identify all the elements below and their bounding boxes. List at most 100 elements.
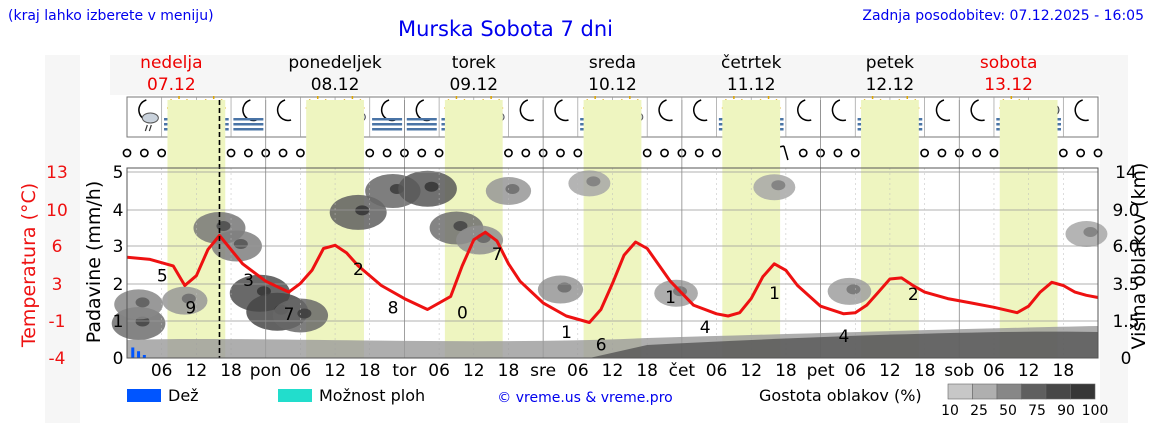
x-tick-label: 06 bbox=[428, 361, 450, 381]
fog-line bbox=[372, 118, 403, 121]
moon-icon bbox=[554, 99, 569, 122]
calm-marker bbox=[157, 148, 167, 158]
day-name: sobota bbox=[980, 53, 1038, 73]
credit: © vreme.us & vreme.pro bbox=[497, 390, 672, 406]
temp-value-label: 0 bbox=[457, 303, 468, 323]
rain-bars bbox=[131, 347, 146, 358]
x-tick-label: 18 bbox=[636, 361, 658, 381]
rain-drop bbox=[144, 124, 148, 132]
x-tick-label: tor bbox=[392, 361, 416, 381]
temp-tick: -1 bbox=[49, 312, 66, 332]
x-tick-label: 12 bbox=[1018, 361, 1040, 381]
cloud-core bbox=[233, 239, 248, 249]
temp-value-label: 5 bbox=[157, 266, 168, 286]
cloud-height-tick: 14 bbox=[1115, 163, 1137, 183]
x-tick-label: 06 bbox=[567, 361, 589, 381]
left-axis-panel bbox=[45, 55, 80, 423]
density-swatch bbox=[947, 383, 973, 400]
cloud-height-tick: 0 bbox=[1121, 349, 1132, 369]
temp-tick: 10 bbox=[46, 201, 68, 221]
moon-fog-icon bbox=[372, 99, 403, 131]
rain-swatch bbox=[127, 389, 161, 402]
x-tick-label: 12 bbox=[740, 361, 762, 381]
temp-value-label: 9 bbox=[185, 299, 196, 319]
fog-line bbox=[406, 118, 437, 121]
day-name: sreda bbox=[589, 53, 636, 73]
rain-drop bbox=[148, 124, 152, 132]
temp-value-label: 1 bbox=[665, 288, 676, 308]
calm-marker bbox=[798, 148, 808, 158]
x-tick-label: 18 bbox=[775, 361, 797, 381]
temp-value-label: 4 bbox=[700, 318, 711, 338]
calm-marker bbox=[365, 148, 375, 158]
x-tick-label: 12 bbox=[324, 361, 346, 381]
fog-line bbox=[406, 128, 437, 131]
rain-bar bbox=[142, 354, 146, 358]
rain-legend-label: Dež bbox=[168, 386, 199, 405]
cloud-core bbox=[181, 293, 196, 304]
calm-marker bbox=[833, 148, 843, 158]
x-tick-label: 18 bbox=[914, 361, 936, 381]
x-tick-label: sob bbox=[944, 361, 974, 381]
moon-shape bbox=[797, 99, 812, 122]
cloud-core bbox=[424, 181, 439, 192]
x-tick-label: 12 bbox=[186, 361, 208, 381]
plot-frame bbox=[126, 167, 1099, 359]
moon-icon bbox=[797, 99, 812, 122]
cloud-core bbox=[505, 184, 520, 194]
cloud-core bbox=[297, 308, 312, 319]
density-value: 100 bbox=[1082, 403, 1109, 419]
calm-marker bbox=[521, 148, 531, 158]
calm-marker bbox=[694, 148, 704, 158]
density-swatch bbox=[1070, 383, 1096, 400]
calm-marker bbox=[122, 148, 132, 158]
precip-tick: 0 bbox=[113, 349, 124, 369]
grid-lines bbox=[127, 100, 1098, 358]
day-name: ponedeljek bbox=[288, 53, 382, 73]
calm-marker bbox=[504, 148, 513, 158]
calm-marker bbox=[937, 148, 947, 158]
calm-marker bbox=[243, 148, 253, 158]
fog-line bbox=[233, 128, 264, 131]
temp-value-label: 2 bbox=[353, 260, 364, 280]
fog-line bbox=[233, 123, 264, 126]
moon-icon bbox=[970, 99, 985, 122]
day-name: petek bbox=[866, 53, 914, 73]
precip-tick: 3 bbox=[113, 237, 124, 257]
cloud-core bbox=[216, 221, 231, 231]
page-title: Murska Sobota 7 dni bbox=[398, 17, 613, 41]
temp-value-label: 7 bbox=[492, 245, 503, 265]
calm-marker bbox=[417, 148, 427, 158]
temp-tick: -4 bbox=[49, 349, 66, 369]
legend: Dež Možnost ploh © vreme.us & vreme.pro Gos… bbox=[127, 383, 1109, 419]
fog-line bbox=[233, 118, 264, 121]
calm-marker bbox=[382, 148, 392, 158]
calm-marker bbox=[573, 148, 583, 158]
rain-bar bbox=[137, 351, 141, 358]
day-date: 13.12 bbox=[984, 75, 1033, 95]
calm-marker bbox=[920, 148, 930, 158]
storm-swatch bbox=[278, 389, 312, 402]
cloud-core bbox=[586, 176, 601, 187]
density-swatch bbox=[972, 383, 998, 400]
temperature-line bbox=[126, 230, 1099, 324]
temp-value-label: 7 bbox=[284, 305, 295, 325]
day-date: 12.12 bbox=[866, 75, 915, 95]
x-tick-label: pet bbox=[807, 361, 835, 381]
day-name: torek bbox=[452, 53, 496, 73]
density-value: 75 bbox=[1028, 403, 1046, 419]
calm-marker bbox=[660, 148, 669, 158]
x-tick-label: pon bbox=[250, 361, 282, 381]
density-value: 90 bbox=[1057, 403, 1075, 419]
precip-tick: 4 bbox=[113, 201, 124, 221]
calm-marker bbox=[139, 148, 149, 158]
temperature-axis-label: Temperatura (°C) bbox=[18, 183, 40, 348]
calm-marker bbox=[850, 148, 860, 158]
day-name: četrtek bbox=[721, 53, 782, 73]
density-swatch bbox=[996, 383, 1022, 400]
x-tick-label: čet bbox=[669, 361, 696, 381]
x-tick-label: sre bbox=[530, 361, 556, 381]
calm-marker bbox=[712, 148, 721, 158]
cloud-core bbox=[771, 180, 786, 191]
